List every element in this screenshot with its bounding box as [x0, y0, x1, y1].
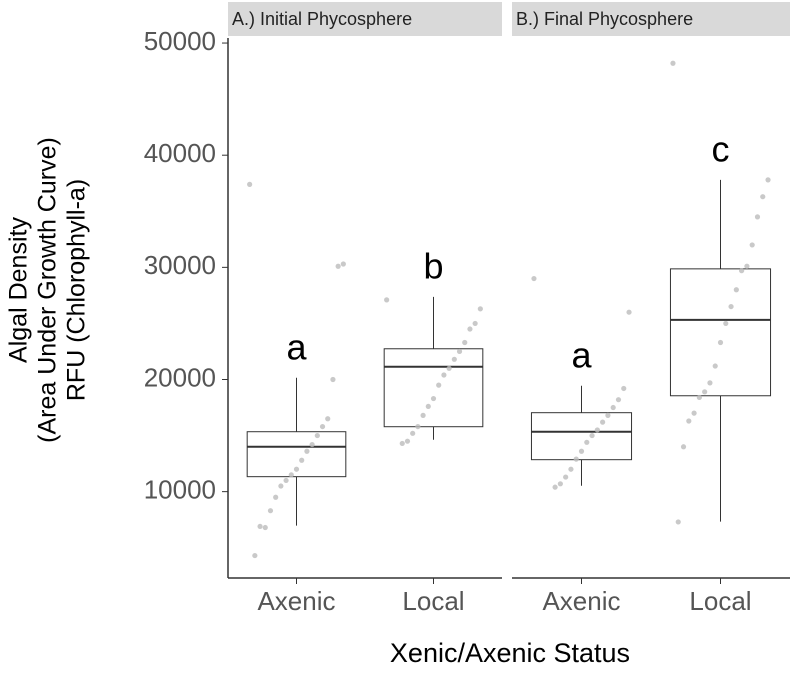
- y-axis-title: Algal Density: [5, 217, 33, 363]
- y-tick-label: 30000: [144, 250, 216, 280]
- data-point: [330, 376, 336, 383]
- data-point: [686, 418, 692, 424]
- data-point: [744, 263, 750, 269]
- box: [669, 268, 772, 397]
- data-point: [568, 466, 574, 472]
- data-point: [293, 466, 300, 472]
- data-point: [589, 432, 595, 439]
- data-point: [626, 309, 632, 315]
- y-tick-label: 20000: [144, 362, 216, 392]
- x-tick-label: Local: [689, 586, 751, 616]
- data-point: [430, 395, 437, 402]
- panel-title: A.) Initial Phycosphere: [232, 9, 412, 29]
- data-point: [749, 242, 755, 248]
- data-point: [552, 484, 558, 490]
- data-point: [335, 263, 341, 269]
- data-point: [404, 438, 411, 444]
- data-point: [712, 363, 718, 369]
- data-point: [670, 60, 676, 66]
- strip: [512, 2, 790, 36]
- data-point: [399, 440, 405, 447]
- data-point: [467, 326, 473, 332]
- x-tick-label: Local: [402, 586, 464, 616]
- data-point: [288, 472, 294, 478]
- data-point: [252, 552, 258, 559]
- data-point: [319, 423, 326, 430]
- y-tick-label: 50000: [144, 26, 216, 56]
- data-point: [754, 214, 761, 220]
- data-point: [615, 397, 622, 403]
- data-point: [563, 474, 569, 480]
- significance-letter: a: [286, 326, 307, 367]
- data-point: [765, 177, 771, 183]
- data-point: [278, 483, 284, 489]
- data-point: [283, 477, 289, 484]
- data-point: [605, 412, 611, 418]
- significance-letter: c: [712, 128, 730, 169]
- data-point: [257, 523, 263, 530]
- data-point: [728, 303, 734, 310]
- data-point: [594, 427, 600, 433]
- data-point: [436, 382, 442, 388]
- data-point: [314, 432, 320, 439]
- data-point: [472, 320, 478, 327]
- strip: [228, 2, 502, 36]
- y-tick-label: 40000: [144, 138, 216, 168]
- y-axis-title: RFU (Chlorophyll-a): [63, 179, 91, 401]
- y-tick-label: 10000: [144, 475, 216, 505]
- data-point: [696, 394, 702, 401]
- data-point: [584, 439, 590, 445]
- data-point: [621, 385, 627, 392]
- data-point: [267, 508, 274, 514]
- data-point: [733, 287, 739, 293]
- panel-title: B.) Final Phycosphere: [516, 9, 693, 29]
- data-point: [717, 339, 724, 346]
- significance-letter: a: [571, 334, 592, 375]
- data-point: [760, 194, 766, 200]
- y-axis-title: (Area Under Growth Curve): [34, 137, 62, 443]
- data-point: [675, 519, 681, 525]
- data-point: [415, 423, 421, 430]
- data-point: [680, 444, 687, 450]
- data-point: [247, 181, 253, 187]
- x-axis-title: Xenic/Axenic Status: [390, 638, 630, 668]
- data-point: [304, 448, 310, 454]
- data-point: [309, 441, 315, 448]
- box: [246, 431, 347, 478]
- data-point: [441, 372, 447, 378]
- data-point: [451, 356, 457, 362]
- data-point: [425, 403, 431, 410]
- x-tick-label: Axenic: [542, 586, 620, 616]
- data-point: [325, 416, 331, 422]
- data-point: [273, 494, 279, 500]
- data-point: [410, 430, 416, 436]
- box: [530, 412, 633, 461]
- data-point: [299, 457, 305, 463]
- data-point: [691, 410, 697, 416]
- data-point: [462, 339, 468, 346]
- data-point: [384, 297, 390, 303]
- data-point: [578, 448, 585, 454]
- data-point: [456, 348, 463, 355]
- data-point: [477, 306, 483, 312]
- x-tick-label: Axenic: [257, 586, 335, 616]
- data-point: [707, 380, 713, 386]
- significance-letter: b: [423, 245, 443, 286]
- data-point: [702, 389, 708, 395]
- data-point: [723, 320, 729, 327]
- data-point: [531, 275, 537, 282]
- data-point: [340, 261, 346, 267]
- data-point: [610, 404, 616, 411]
- data-point: [557, 481, 563, 487]
- data-point: [420, 412, 426, 418]
- data-point: [600, 419, 606, 425]
- data-point: [739, 268, 745, 274]
- box: [383, 348, 484, 428]
- data-point: [446, 365, 452, 371]
- data-point: [573, 456, 579, 462]
- data-point: [262, 524, 268, 531]
